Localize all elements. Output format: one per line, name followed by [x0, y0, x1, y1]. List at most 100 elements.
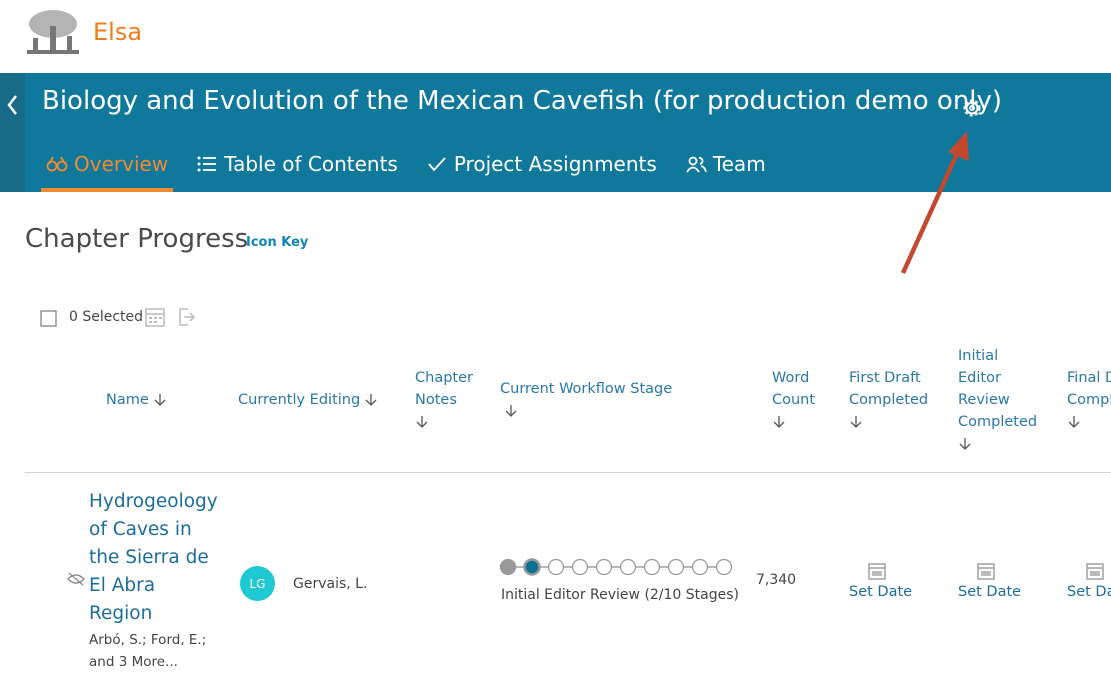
column-title: Initial Editor Review Completed	[958, 348, 1038, 430]
tab-bar: Overview Table of Contents Project Assignm…	[41, 140, 789, 192]
sort-arrow[interactable]	[153, 393, 167, 407]
stage-progress	[499, 558, 733, 576]
tab-label: Overview	[74, 152, 169, 176]
column-title: First Draft Completed	[849, 370, 929, 408]
header-text-wrap: First Draft Completed	[849, 367, 929, 411]
tab-label: Project Assignments	[453, 152, 657, 176]
calendar-icon[interactable]	[1085, 561, 1105, 581]
stage-dot	[619, 558, 637, 576]
column-title: Currently Editing	[238, 392, 361, 408]
icon-part	[1086, 563, 1104, 580]
calendar-icon[interactable]	[867, 561, 887, 581]
arrow-part	[505, 405, 517, 417]
editor-name: Gervais, L.	[293, 576, 368, 592]
arrow-part	[850, 416, 862, 428]
tab[interactable]: Team	[680, 140, 771, 192]
header-text-wrap: Currently Editing	[238, 389, 388, 411]
project-header	[0, 73, 1111, 192]
tab-icon	[428, 157, 446, 172]
icon-part	[67, 572, 85, 586]
tab-label: Table of Contents	[224, 152, 398, 176]
sort-arrow[interactable]	[415, 415, 429, 429]
tab-label: Team	[712, 152, 766, 176]
column-header[interactable]: Word Count	[772, 340, 867, 460]
arrow-line	[1063, 411, 1111, 433]
set-date-link[interactable]: Set Date	[1067, 584, 1111, 600]
back-icon	[7, 95, 17, 115]
column-title: Name	[106, 392, 149, 408]
tab-icon	[686, 156, 707, 173]
icon-part	[197, 162, 201, 166]
chapter-name[interactable]: Hydrogeology of Caves in the Sierra de E…	[89, 491, 218, 624]
hidden-icon	[67, 572, 85, 586]
stage-label: Initial Editor Review (2/10 Stages)	[500, 587, 740, 603]
header-text-wrap: Current Workflow Stage	[500, 378, 690, 422]
tab[interactable]: Project Assignments	[421, 140, 662, 192]
calendar-action[interactable]	[144, 306, 166, 328]
set-date-link[interactable]: Set Date	[849, 584, 913, 600]
logo-tree	[27, 10, 79, 54]
icon-part	[981, 571, 991, 576]
icon-part	[872, 571, 882, 576]
column-title: Final Draft Completed	[1067, 370, 1111, 408]
icon-part	[1090, 571, 1100, 576]
sort-arrow[interactable]	[1067, 415, 1081, 429]
selected-count: 0 Selected	[69, 309, 144, 325]
sort-arrow[interactable]	[504, 404, 518, 418]
section-title: Chapter Progress	[25, 224, 249, 254]
annotation-arrow	[900, 131, 969, 274]
back-button[interactable]	[0, 73, 25, 192]
sort-arrow[interactable]	[849, 415, 863, 429]
icon-part	[197, 156, 201, 160]
column-title: Chapter Notes	[415, 370, 473, 408]
arrow-line	[845, 411, 969, 433]
stage-dot	[523, 558, 541, 576]
editor-avatar: LG	[240, 566, 275, 601]
header-text-wrap: Initial Editor Review Completed	[958, 345, 1038, 433]
stage-dot	[715, 558, 733, 576]
column-title: Word Count	[772, 370, 816, 408]
tab[interactable]: Overview	[41, 140, 174, 192]
brand: Elsa	[93, 18, 143, 46]
arrow-part	[773, 416, 785, 428]
header-text-wrap: Chapter Notes	[415, 367, 475, 411]
tab[interactable]: Table of Contents	[191, 140, 403, 192]
icon-part	[868, 563, 886, 580]
column-header[interactable]: First Draft Completed	[849, 340, 969, 460]
column-header[interactable]: Current Workflow Stage	[500, 340, 730, 460]
set-date-link[interactable]: Set Date	[958, 584, 1022, 600]
column-title: Current Workflow Stage	[500, 381, 673, 397]
column-header[interactable]: Currently Editing	[238, 340, 428, 460]
column-header[interactable]: Chapter Notes	[415, 340, 515, 460]
column-header[interactable]: Name	[106, 340, 216, 460]
stage-dot	[499, 558, 517, 576]
arrow-part	[416, 416, 428, 428]
column-header[interactable]: Initial Editor Review Completed	[958, 340, 1078, 460]
arrow-part	[365, 394, 377, 406]
export-action[interactable]	[177, 306, 197, 328]
arrow-line	[768, 411, 867, 433]
stage-dot	[547, 558, 565, 576]
column-header[interactable]: Final Draft Completed	[1067, 340, 1111, 460]
icon-part	[428, 157, 446, 172]
calendar-icon[interactable]	[976, 561, 996, 581]
icon-key-link[interactable]: Icon Key	[246, 235, 309, 250]
stage-dot	[643, 558, 661, 576]
header-divider	[25, 472, 1111, 473]
icon-part	[686, 157, 707, 173]
sort-arrow[interactable]	[772, 415, 786, 429]
settings-gear[interactable]	[960, 96, 984, 120]
header-text-wrap: Final Draft Completed	[1067, 367, 1111, 411]
sort-arrow[interactable]	[364, 393, 378, 407]
icon-part	[977, 563, 995, 580]
icon-part	[197, 168, 201, 172]
sort-arrow[interactable]	[958, 437, 972, 451]
project-title: Biology and Evolution of the Mexican Cav…	[42, 86, 1003, 116]
stage-dot	[691, 558, 709, 576]
arrow-line	[954, 433, 1078, 455]
stage-dot	[595, 558, 613, 576]
icon-part	[48, 156, 66, 167]
select-all-checkbox[interactable]	[40, 310, 58, 328]
